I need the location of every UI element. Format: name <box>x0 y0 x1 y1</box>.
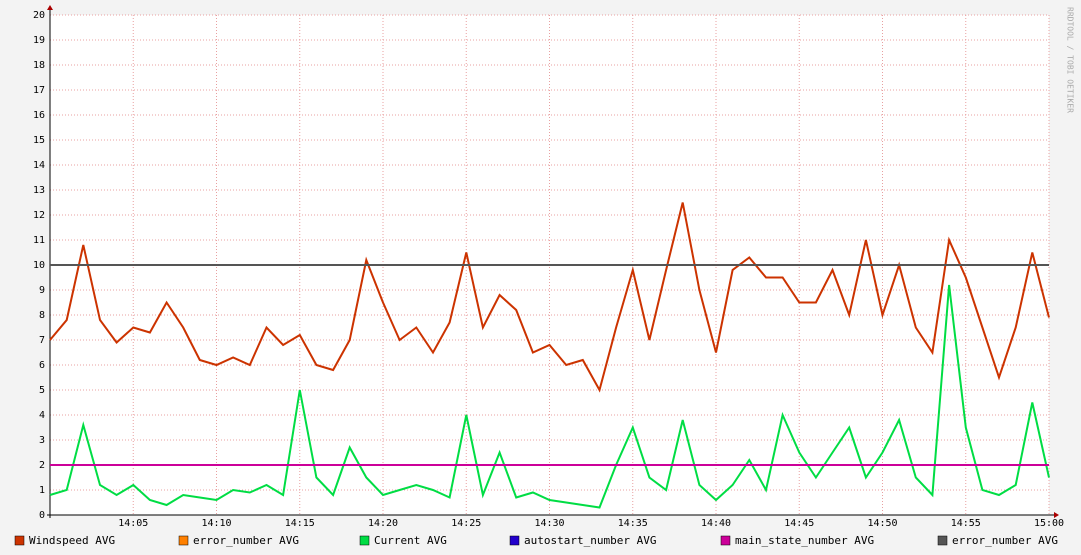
y-tick-label: 20 <box>33 10 45 21</box>
legend-swatch <box>937 535 948 546</box>
y-tick-label: 12 <box>33 210 45 221</box>
watermark: RRDTOOL / TOBI OETIKER <box>1066 7 1075 113</box>
series-line <box>49 284 1050 509</box>
x-tick-label: 14:40 <box>701 518 731 529</box>
legend-swatch <box>359 535 370 546</box>
y-tick-label: 14 <box>33 160 45 171</box>
legend-swatch <box>178 535 189 546</box>
x-tick-label: 14:55 <box>951 518 981 529</box>
y-tick-label: 1 <box>39 485 45 496</box>
legend-label: error_number AVG <box>952 534 1058 547</box>
y-tick-label: 7 <box>39 335 45 346</box>
legend: Windspeed AVG error_number AVG Current AVG… <box>14 534 1058 547</box>
y-tick-label: 18 <box>33 60 45 71</box>
y-tick-label: 3 <box>39 435 45 446</box>
y-tick-label: 0 <box>39 510 45 521</box>
x-tick-label: 15:00 <box>1034 518 1064 529</box>
x-tick-label: 14:20 <box>368 518 398 529</box>
y-axis-arrow <box>47 5 53 10</box>
y-tick-label: 11 <box>33 235 45 246</box>
y-tick-label: 19 <box>33 35 45 46</box>
legend-swatch <box>509 535 520 546</box>
y-tick-label: 15 <box>33 135 45 146</box>
x-tick-label: 14:05 <box>118 518 148 529</box>
legend-label: Current AVG <box>374 534 447 547</box>
x-tick-label: 14:25 <box>451 518 481 529</box>
y-tick-label: 8 <box>39 310 45 321</box>
y-tick-label: 6 <box>39 360 45 371</box>
x-tick-label: 14:15 <box>285 518 315 529</box>
legend-swatch <box>720 535 731 546</box>
legend-label: Windspeed AVG <box>29 534 115 547</box>
legend-label: main_state_number AVG <box>735 534 874 547</box>
x-tick-label: 14:10 <box>201 518 231 529</box>
legend-swatch <box>14 535 25 546</box>
x-tick-label: 14:45 <box>784 518 814 529</box>
x-tick-label: 14:50 <box>867 518 897 529</box>
y-tick-label: 4 <box>39 410 45 421</box>
x-tick-label: 14:35 <box>618 518 648 529</box>
y-tick-label: 2 <box>39 460 45 471</box>
legend-label: error_number AVG <box>193 534 299 547</box>
legend-label: autostart_number AVG <box>524 534 656 547</box>
series-line <box>49 202 1050 393</box>
y-tick-label: 16 <box>33 110 45 121</box>
y-tick-label: 10 <box>33 260 45 271</box>
x-axis-arrow <box>1054 512 1059 518</box>
y-tick-label: 17 <box>33 85 45 96</box>
x-tick-label: 14:30 <box>534 518 564 529</box>
y-tick-label: 13 <box>33 185 45 196</box>
y-tick-label: 5 <box>39 385 45 396</box>
y-tick-label: 9 <box>39 285 45 296</box>
